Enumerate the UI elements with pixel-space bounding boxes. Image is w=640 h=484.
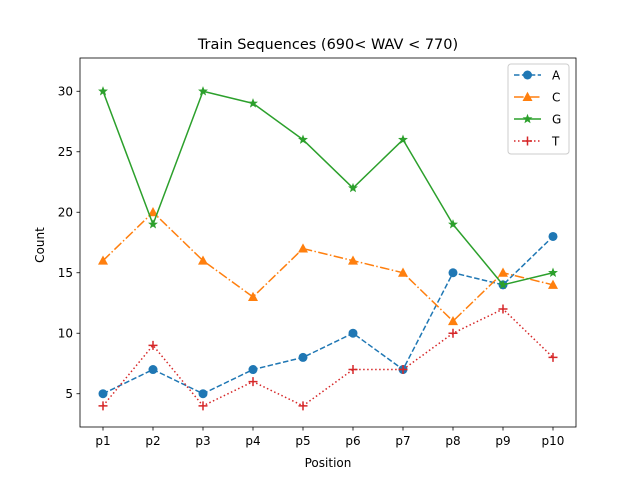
legend-item-c: C <box>514 91 560 105</box>
x-tick-label: p3 <box>195 434 210 448</box>
series-line-a <box>102 235 554 395</box>
data-point-t-p7 <box>398 365 408 375</box>
data-point-t-p10 <box>548 352 558 362</box>
series-g <box>98 86 558 290</box>
x-tick-label: p4 <box>245 434 260 448</box>
legend-label-t: T <box>551 135 560 149</box>
data-point-g-p4 <box>248 98 258 108</box>
x-tick-label: p1 <box>95 434 110 448</box>
data-point-c-p6 <box>348 255 358 265</box>
legend-label-g: G <box>552 113 561 127</box>
data-point-a-p4 <box>248 365 258 375</box>
legend-item-a: A <box>514 69 561 83</box>
legend-marker-a <box>523 70 532 80</box>
y-tick-label: 30 <box>58 85 73 99</box>
series-c <box>98 207 558 326</box>
series-line-t <box>102 308 554 407</box>
data-point-g-p5 <box>298 134 308 144</box>
data-point-t-p6 <box>348 365 358 375</box>
data-point-a-p8 <box>448 268 458 278</box>
x-tick-label: p2 <box>145 434 160 448</box>
legend-item-g: G <box>514 113 561 127</box>
legend-item-t: T <box>514 135 560 149</box>
y-axis-label: Count <box>33 227 47 263</box>
series-layer <box>98 86 558 411</box>
series-t <box>98 304 558 411</box>
data-point-a-p10 <box>548 231 558 241</box>
data-point-a-p5 <box>298 352 308 362</box>
data-point-a-p6 <box>348 328 358 338</box>
legend-box <box>507 63 570 155</box>
data-point-c-p10 <box>548 279 558 289</box>
data-point-c-p8 <box>448 315 458 326</box>
data-point-g-p10 <box>548 267 558 277</box>
data-point-a-p2 <box>148 365 158 375</box>
y-tick-label: 25 <box>58 145 73 159</box>
data-point-c-p5 <box>298 243 308 253</box>
data-point-c-p4 <box>248 291 258 301</box>
data-point-g-p7 <box>398 134 408 144</box>
legend-marker-c <box>522 91 533 101</box>
y-tick-label: 10 <box>58 327 73 341</box>
data-point-c-p3 <box>198 255 208 265</box>
data-point-c-p1 <box>98 255 108 265</box>
x-tick-label: p7 <box>395 434 410 448</box>
x-tick-label: p5 <box>295 434 310 448</box>
data-point-t-p9 <box>498 304 508 314</box>
y-tick-label: 5 <box>65 387 73 401</box>
data-point-g-p2 <box>148 219 158 229</box>
data-point-g-p8 <box>448 219 458 229</box>
legend-marker-t <box>523 136 532 146</box>
series-line-c <box>102 211 554 322</box>
data-point-c-p9 <box>498 267 508 277</box>
x-axis-label: Position <box>305 456 352 470</box>
x-tick-label: p8 <box>445 434 460 448</box>
legend-marker-g <box>522 113 533 124</box>
data-point-t-p8 <box>448 328 458 338</box>
series-line-g <box>102 90 554 286</box>
data-point-c-p2 <box>148 207 158 217</box>
plot-frame <box>79 57 577 428</box>
data-point-c-p7 <box>398 267 408 277</box>
data-point-t-p4 <box>248 377 258 387</box>
data-point-t-p5 <box>298 401 308 411</box>
x-tick-label: p10 <box>542 434 565 448</box>
legend-label-c: C <box>552 91 560 105</box>
data-point-t-p2 <box>148 340 158 350</box>
data-point-t-p3 <box>198 401 208 411</box>
data-point-t-p1 <box>98 401 108 411</box>
legend-label-a: A <box>552 69 561 83</box>
x-tick-label: p9 <box>495 434 510 448</box>
data-point-g-p6 <box>348 182 358 193</box>
axes-layer: p1 p2 p3 p4 p5 p6 p7 p8 p9 p10 5 10 15 20 25 30 <box>58 57 577 448</box>
data-point-g-p3 <box>198 86 208 96</box>
chart-title: Train Sequences (690< WAV < 770) <box>197 37 458 53</box>
data-point-g-p9 <box>498 279 508 290</box>
y-tick-label: 20 <box>58 206 73 220</box>
data-point-a-p1 <box>98 389 108 399</box>
x-tick-label: p6 <box>345 434 360 448</box>
data-point-g-p1 <box>98 86 108 96</box>
data-point-a-p3 <box>198 389 208 399</box>
y-tick-label: 15 <box>58 266 73 280</box>
